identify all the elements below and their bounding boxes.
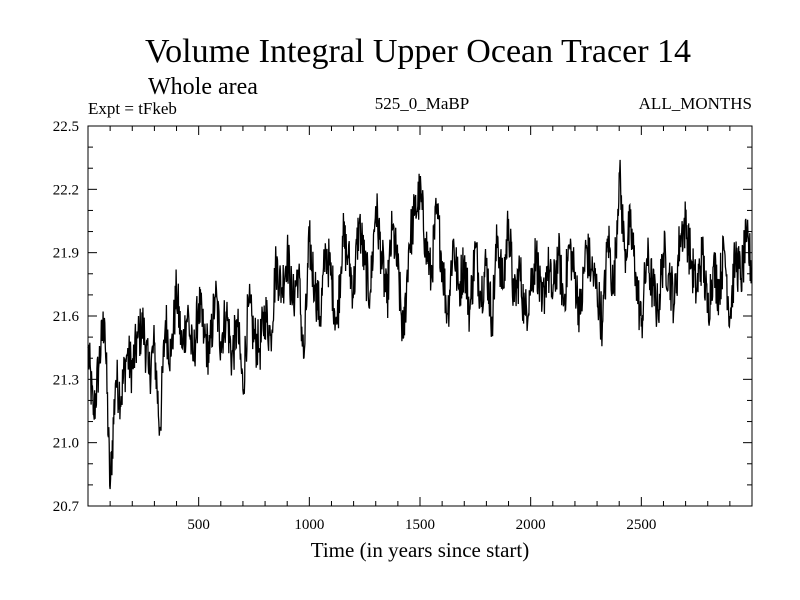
experiment-label: Expt = tFkeb <box>88 99 177 118</box>
x-tick-label: 2500 <box>626 517 656 533</box>
y-tick-label: 22.2 <box>53 182 79 198</box>
chart-title: Volume Integral Upper Ocean Tracer 14 <box>145 33 691 70</box>
x-tick-label: 2000 <box>516 517 546 533</box>
months-label: ALL_MONTHS <box>639 94 752 113</box>
y-tick-label: 21.9 <box>53 246 79 262</box>
x-axis-label: Time (in years since start) <box>311 538 530 562</box>
period-label: 525_0_MaBP <box>375 94 469 113</box>
axis-ticks <box>88 126 752 506</box>
y-tick-label: 21.0 <box>53 436 79 452</box>
chart-subtitle: Whole area <box>148 74 258 100</box>
x-tick-label: 500 <box>187 517 210 533</box>
y-tick-label: 21.6 <box>53 309 80 325</box>
series-line <box>87 159 753 490</box>
y-tick-label: 20.7 <box>53 499 80 515</box>
y-tick-label: 21.3 <box>53 372 79 388</box>
axis-tick-labels: 500 1000 1500 2000 2500 20.7 21.0 21.3 21.6 21.9 2… <box>53 119 657 533</box>
x-tick-label: 1000 <box>294 517 324 533</box>
y-tick-label: 22.5 <box>53 119 79 135</box>
x-tick-label: 1500 <box>405 517 435 533</box>
